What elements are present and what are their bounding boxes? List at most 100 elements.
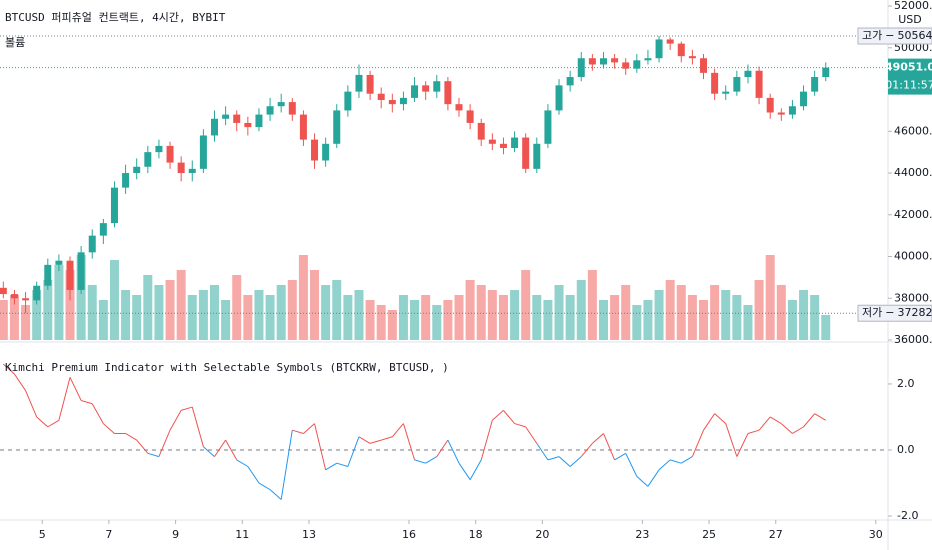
candle-body — [155, 145, 163, 153]
indicator-segment — [480, 420, 493, 461]
x-tick-label: 7 — [105, 528, 112, 541]
volume-bar — [332, 280, 342, 340]
candle-body — [399, 97, 407, 105]
candle-body — [433, 81, 441, 92]
candle-body — [522, 137, 530, 169]
indicator-segment — [636, 476, 649, 487]
marker-value: 50564.5 — [897, 29, 932, 42]
candle-body — [355, 74, 363, 92]
x-tick-label: 30 — [869, 528, 883, 541]
indicator-segment — [681, 456, 693, 464]
indicator-segment — [780, 423, 793, 434]
indicator-segment — [736, 433, 749, 457]
indicator-segment — [358, 436, 371, 444]
candle-body — [166, 145, 174, 163]
last-price-box — [888, 58, 932, 95]
x-tick-label: 9 — [172, 528, 179, 541]
candle-body — [333, 110, 341, 144]
candle-body — [388, 99, 396, 105]
indicator-segment — [592, 433, 604, 444]
candle-body — [366, 74, 374, 94]
volume-bar — [498, 295, 508, 340]
marker-box — [857, 304, 932, 322]
indicator-segment — [58, 377, 71, 421]
volume-bar — [165, 280, 175, 340]
indicator-segment — [47, 419, 60, 428]
candle-body — [577, 58, 585, 78]
candle-body — [722, 91, 730, 94]
candle-body — [177, 162, 185, 174]
volume-bar — [643, 300, 653, 340]
indicator-segment — [714, 413, 727, 424]
indicator-segment — [280, 430, 293, 500]
candle-body — [288, 102, 296, 115]
indicator-segment — [147, 452, 160, 458]
indicator-segment — [303, 423, 315, 434]
indicator-segment — [258, 482, 271, 491]
indicator-segment — [447, 439, 460, 464]
y-tick-label: -2.0 — [897, 509, 918, 522]
volume-bar — [254, 290, 264, 340]
volume-bar — [487, 290, 497, 340]
x-tick-label: 20 — [535, 528, 549, 541]
y-tick-label: 40000.0 — [894, 250, 932, 263]
candle-body — [477, 122, 485, 140]
candle-body — [277, 102, 285, 107]
volume-bar — [121, 290, 131, 340]
volume-bar — [687, 295, 697, 340]
indicator-segment — [647, 469, 660, 487]
candle-body — [588, 58, 596, 65]
candle-body — [322, 143, 330, 161]
indicator-segment — [91, 403, 104, 424]
candle-body — [633, 60, 641, 69]
indicator-segment — [547, 456, 560, 461]
candle-body — [411, 85, 419, 98]
indicator-segment — [691, 429, 704, 457]
indicator-segment — [125, 433, 137, 441]
candle-body — [800, 91, 808, 107]
candle-body — [733, 77, 741, 92]
candle-body — [133, 166, 141, 174]
x-tick-label: 13 — [302, 528, 316, 541]
indicator-segment — [425, 456, 438, 464]
volume-bar — [98, 300, 108, 340]
candle-body — [811, 77, 819, 92]
candle-body — [122, 173, 130, 188]
y-tick-label: 42000.0 — [894, 208, 932, 221]
candle-body — [688, 56, 696, 59]
volume-bar — [454, 295, 464, 340]
volume-bar — [787, 300, 797, 340]
indicator-segment — [103, 423, 115, 434]
candle-body — [99, 223, 107, 236]
candle-body — [77, 252, 85, 290]
volume-bar — [276, 285, 286, 340]
volume-bar — [521, 270, 531, 340]
y-tick-label: 2.0 — [897, 377, 915, 390]
volume-bar — [54, 265, 64, 340]
volume-bar — [799, 290, 809, 340]
volume-bar — [810, 295, 820, 340]
candle-body — [144, 152, 152, 167]
volume-bar — [654, 290, 664, 340]
y-tick-label: 38000.0 — [894, 291, 932, 304]
y-tick-label: 44000.0 — [894, 166, 932, 179]
candle-body — [33, 285, 41, 301]
candle-body — [233, 114, 241, 123]
indicator-segment — [725, 423, 738, 457]
volume-bar — [410, 300, 420, 340]
candle-body — [611, 58, 619, 63]
candle-body — [555, 85, 563, 111]
indicator-segment — [469, 459, 482, 480]
indicator-segment — [603, 433, 616, 461]
candle-body — [66, 260, 74, 290]
indicator-segment — [580, 443, 593, 457]
candle-body — [244, 122, 252, 128]
indicator-segment — [381, 436, 393, 441]
volume-bar — [432, 305, 442, 340]
volume-bar — [65, 270, 75, 340]
volume-bar — [776, 285, 786, 340]
volume-bar — [321, 285, 331, 340]
marker-name: 저가 — [862, 306, 882, 319]
candle-body — [533, 143, 541, 169]
